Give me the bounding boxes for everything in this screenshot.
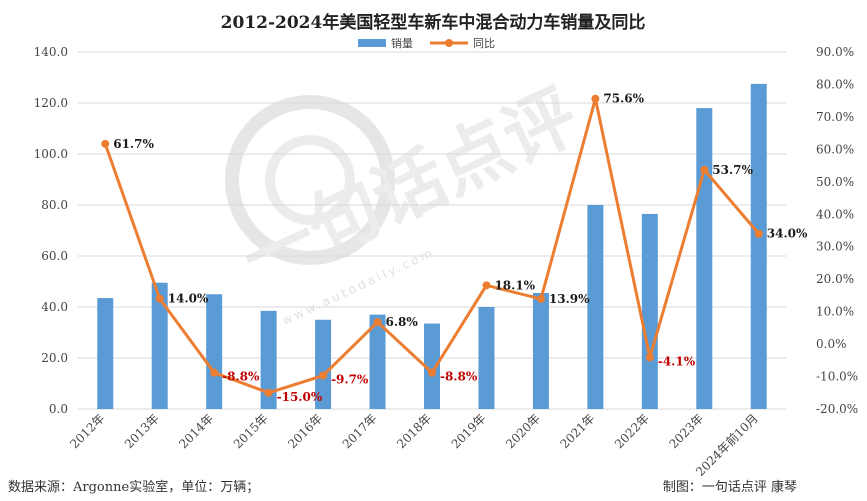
source-note: 数据来源：Argonne实验室，单位：万辆； bbox=[8, 480, 260, 495]
x-tick-label: 2022年 bbox=[612, 411, 652, 451]
yoy-data-label: 13.9% bbox=[549, 292, 590, 306]
yoy-point bbox=[155, 294, 164, 303]
legend-line-marker bbox=[445, 39, 453, 47]
x-tick-label: 2013年 bbox=[122, 411, 162, 451]
bar bbox=[151, 282, 168, 409]
y-right-tick-label: 40.0% bbox=[816, 207, 854, 221]
y-left-tick-label: 60.0 bbox=[41, 249, 68, 263]
yoy-data-label: -8.8% bbox=[440, 370, 478, 384]
x-tick-label: 2012年 bbox=[67, 411, 107, 451]
yoy-point bbox=[264, 388, 273, 397]
bar bbox=[260, 310, 277, 409]
yoy-data-label: 14.0% bbox=[168, 292, 209, 306]
legend-bar-swatch bbox=[358, 39, 386, 47]
y-right-tick-label: 20.0% bbox=[816, 272, 854, 286]
bar bbox=[696, 108, 713, 409]
yoy-point bbox=[210, 368, 219, 377]
y-left-tick-label: 140.0 bbox=[34, 45, 68, 59]
data-labels: 61.7% 14.0% -8.8% -15.0% -9.7% 6.8% -8.8% 18.1%… bbox=[113, 92, 808, 404]
x-tick-label: 2016年 bbox=[285, 411, 325, 451]
yoy-data-label: 18.1% bbox=[494, 278, 535, 292]
y-left-tick-label: 100.0 bbox=[34, 147, 68, 161]
bar bbox=[97, 298, 114, 409]
yoy-point bbox=[536, 294, 545, 303]
yoy-data-label: -4.1% bbox=[658, 354, 696, 368]
yoy-point bbox=[101, 139, 110, 148]
yoy-point bbox=[754, 229, 763, 238]
bar bbox=[478, 307, 495, 409]
y-left-tick-label: 120.0 bbox=[34, 96, 68, 110]
y-right-tick-label: 90.0% bbox=[816, 45, 854, 59]
y-left-tick-label: 40.0 bbox=[41, 300, 68, 314]
bar bbox=[587, 205, 604, 409]
yoy-data-label: 34.0% bbox=[767, 227, 808, 241]
y-right-tick-label: 70.0% bbox=[816, 110, 854, 124]
bar bbox=[369, 314, 386, 409]
yoy-point bbox=[482, 281, 491, 290]
yoy-point bbox=[428, 368, 436, 377]
legend: 销量 同比 bbox=[358, 36, 495, 50]
y-left-tick-label: 0.0 bbox=[49, 402, 68, 416]
bar-series bbox=[97, 83, 767, 409]
y-left-tick-label: 80.0 bbox=[41, 198, 68, 212]
yoy-point bbox=[373, 318, 382, 327]
yoy-data-label: -15.0% bbox=[277, 390, 323, 404]
legend-bar-label: 销量 bbox=[391, 36, 413, 50]
axes: 0.0 20.0 40.0 60.0 80.0 100.0 120.0 140.0 -20.0%… bbox=[34, 45, 859, 479]
legend-line-label: 同比 bbox=[473, 37, 495, 50]
bar bbox=[206, 294, 223, 409]
x-tick-label: 2021年 bbox=[558, 411, 598, 451]
watermark-logo-ring bbox=[225, 95, 395, 265]
bar bbox=[641, 213, 658, 409]
bar bbox=[424, 323, 440, 409]
x-tick-label: 2014年 bbox=[176, 411, 216, 451]
y-right-tick-label: 60.0% bbox=[816, 142, 854, 156]
yoy-data-label: 53.7% bbox=[712, 163, 753, 177]
y-right-tick-label: 80.0% bbox=[816, 77, 854, 91]
x-tick-label: 2015年 bbox=[231, 411, 271, 451]
credit-note: 制图：一句话点评 康琴 bbox=[662, 480, 797, 495]
x-tick-label: 2018年 bbox=[394, 411, 434, 451]
y-right-tick-label: -20.0% bbox=[816, 402, 858, 416]
yoy-point bbox=[319, 371, 328, 380]
yoy-data-label: 6.8% bbox=[386, 315, 419, 329]
bar bbox=[532, 292, 549, 409]
line-series bbox=[101, 94, 763, 397]
y-right-tick-label: 50.0% bbox=[816, 175, 854, 189]
bar bbox=[750, 83, 767, 409]
chart-title: 2012-2024年美国轻型车新车中混合动力车销量及同比 bbox=[221, 12, 646, 33]
x-tick-label: 2019年 bbox=[449, 411, 489, 451]
y-right-tick-label: -10.0% bbox=[816, 370, 858, 384]
watermark-logo-inner bbox=[265, 135, 355, 225]
y-right-tick-label: 10.0% bbox=[816, 305, 854, 319]
y-right-tick-label: 30.0% bbox=[816, 240, 854, 254]
yoy-point bbox=[700, 165, 709, 174]
yoy-data-label: -9.7% bbox=[331, 373, 369, 387]
y-left-tick-label: 20.0 bbox=[41, 351, 68, 365]
yoy-point bbox=[645, 353, 654, 362]
bar bbox=[315, 319, 332, 409]
y-right-tick-label: 0.0% bbox=[816, 337, 847, 351]
x-tick-label: 2020年 bbox=[503, 411, 543, 451]
yoy-data-label: 75.6% bbox=[603, 92, 644, 106]
x-tick-label: 2017年 bbox=[340, 411, 380, 451]
yoy-data-label: -8.8% bbox=[222, 370, 260, 384]
yoy-point bbox=[591, 94, 600, 103]
x-tick-label: 2023年 bbox=[666, 411, 706, 451]
yoy-data-label: 61.7% bbox=[113, 137, 154, 151]
